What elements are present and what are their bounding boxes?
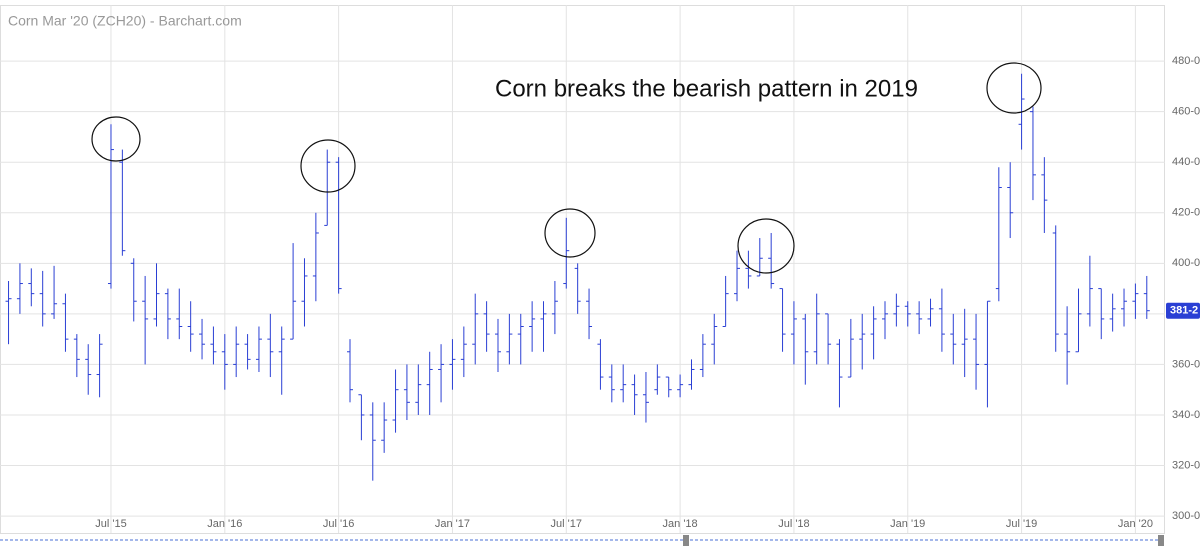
circle [91,116,141,162]
x-tick-label: Jul '17 [551,518,582,530]
y-tick-label: 300-0 [1172,510,1200,522]
y-tick-label: 320-0 [1172,459,1200,471]
y-tick-label: 400-0 [1172,257,1200,269]
y-tick-label: 480-0 [1172,55,1200,67]
x-tick-label: Jan '17 [435,518,470,530]
circle [737,218,795,274]
x-tick-label: Jul '15 [95,518,126,530]
last-price-box [1166,302,1200,319]
x-tick-label: Jul '18 [778,518,809,530]
chart-title: Corn Mar '20 (ZCH20) - Barchart.com [8,13,242,29]
y-tick-label: 440-0 [1172,156,1200,168]
last-price-label: 381-2 [1170,305,1198,317]
circle [544,208,596,258]
x-tick-label: Jan '19 [890,518,925,530]
plot-area [0,5,1165,534]
circle [300,139,356,193]
y-tick-label: 340-0 [1172,409,1200,421]
scrollbar[interactable] [0,535,1164,546]
y-tick-label: 360-0 [1172,358,1200,370]
highlight-circles [91,62,1042,274]
y-tick-label: 460-0 [1172,106,1200,118]
scroll-handle[interactable] [683,535,689,546]
x-tick-label: Jan '16 [207,518,242,530]
grid [0,5,1165,533]
x-tick-label: Jul '19 [1006,518,1037,530]
x-tick-label: Jul '16 [323,518,354,530]
bars [5,73,1150,481]
scroll-handle[interactable] [1158,535,1164,546]
x-tick-label: Jan '18 [663,518,698,530]
y-tick-label: 420-0 [1172,207,1200,219]
annotation: Corn breaks the bearish pattern in 2019 [495,75,918,102]
circle [986,62,1042,114]
x-tick-label: Jan '20 [1118,518,1153,530]
